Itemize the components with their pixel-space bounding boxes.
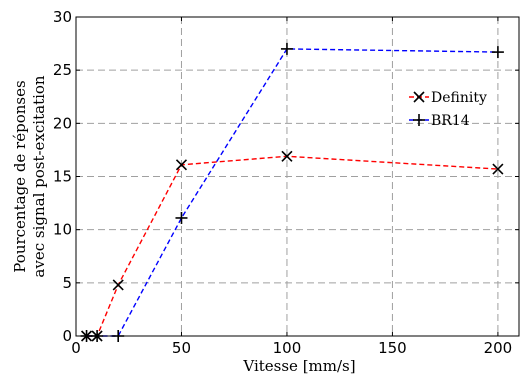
y-tick-label: 15 [53, 168, 72, 186]
legend-marker [413, 91, 425, 103]
x-tick-label: 150 [378, 339, 407, 357]
x-tick-label: 200 [484, 339, 513, 357]
legend-entry-definity: Definity [409, 90, 487, 106]
y-tick-label: 0 [62, 327, 72, 345]
data-point-br14 [175, 211, 188, 224]
legend-entry-br14: BR14 [409, 113, 470, 129]
legend-marker [413, 114, 425, 126]
y-tick-label: 30 [53, 8, 72, 26]
data-point-definity [112, 279, 124, 291]
data-point-definity [492, 163, 504, 175]
data-point-definity [281, 150, 293, 162]
x-tick-label: 100 [273, 339, 302, 357]
y-tick-label: 25 [53, 61, 72, 79]
y-axis-label-line-1: Pourcentage de réponses [11, 80, 29, 272]
x-tick-label: 50 [172, 339, 191, 357]
x-axis-label: Vitesse [mm/s] [242, 357, 355, 375]
legend: Definity BR14 [409, 90, 487, 129]
grid [76, 17, 519, 336]
data-point-definity [175, 159, 188, 171]
ticks: 0 50 100 150 200 0 5 10 15 20 25 30 [53, 8, 519, 357]
x-tick-label: 0 [71, 339, 81, 357]
data-point-br14 [491, 46, 504, 59]
y-tick-label: 5 [62, 274, 72, 292]
y-axis-label-line-2: avec signal post-excitation [30, 75, 48, 278]
y-tick-label: 10 [53, 221, 72, 239]
legend-label: Definity [431, 90, 487, 106]
legend-label: BR14 [431, 113, 470, 129]
data-point-br14 [280, 42, 293, 55]
y-tick-label: 20 [53, 114, 72, 132]
